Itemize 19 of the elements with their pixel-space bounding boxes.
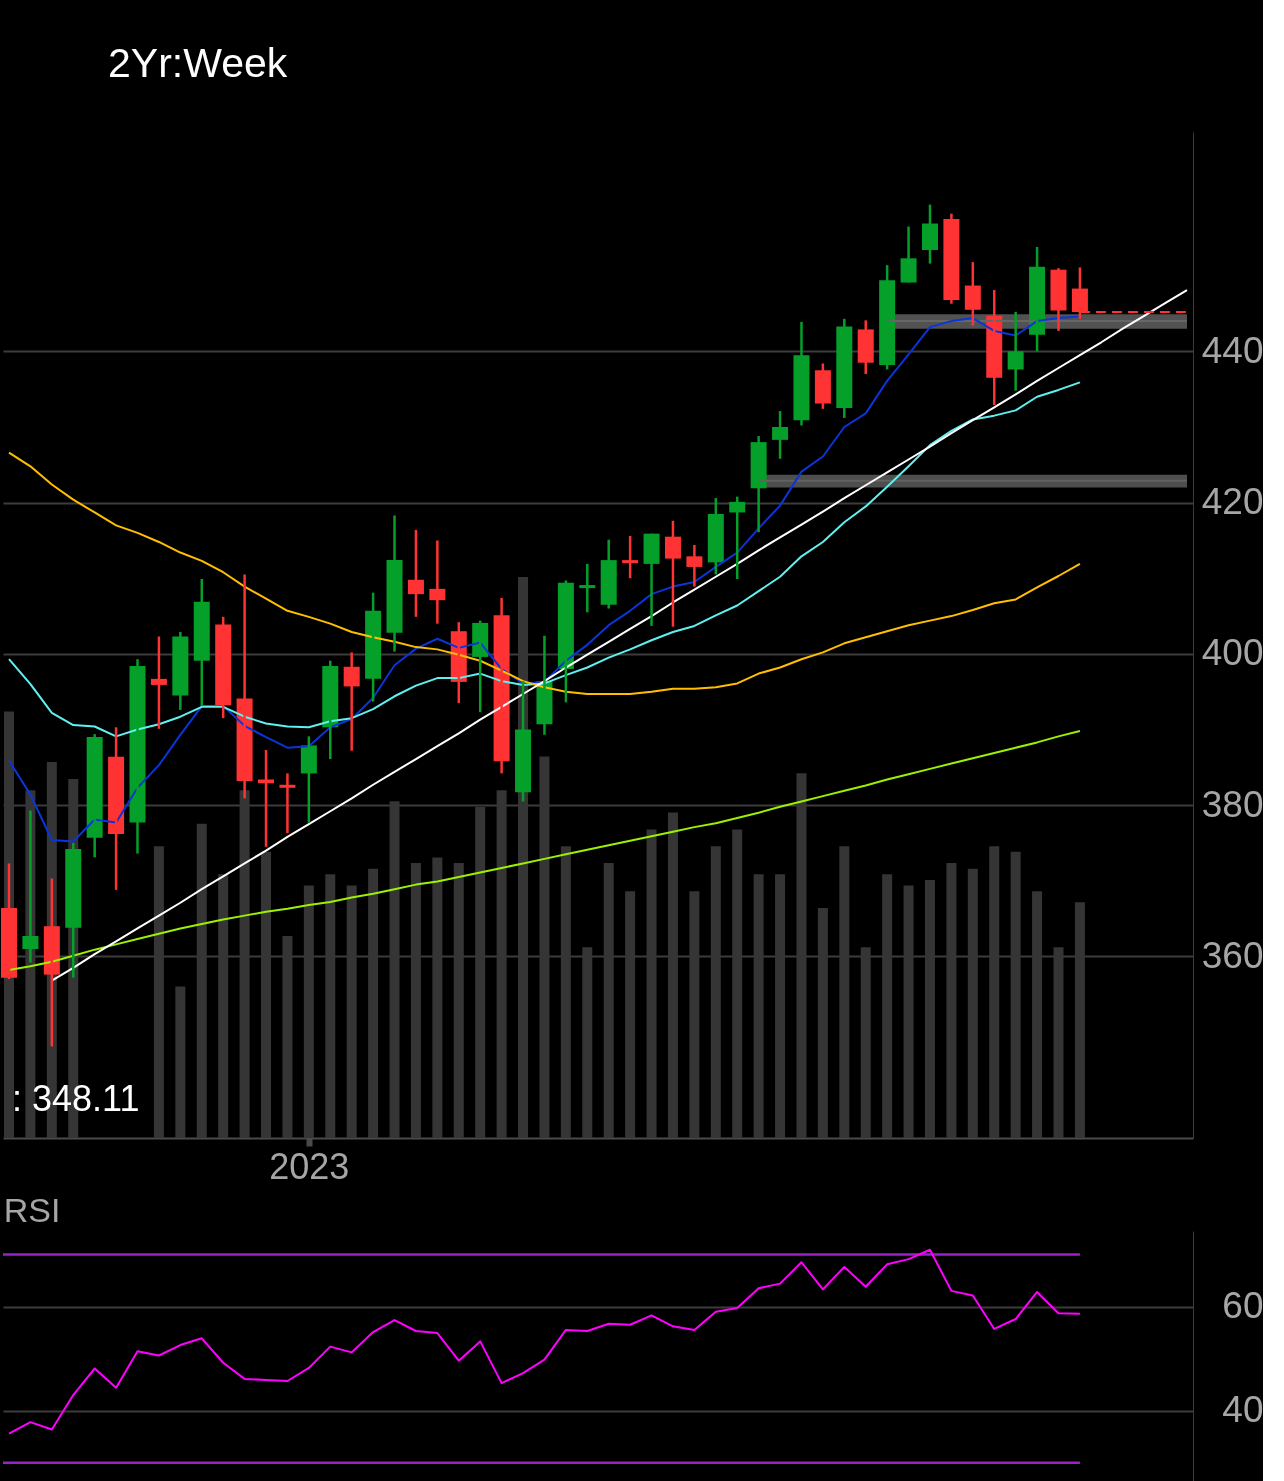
annotation: : 348.11	[12, 1078, 140, 1119]
bar	[175, 986, 186, 1138]
line-series	[8, 1248, 1081, 1435]
line-series	[50, 289, 1188, 982]
chart-title: 2Yr:Week	[108, 40, 288, 86]
candlestick	[258, 748, 275, 849]
y-tick-label: 380	[1201, 783, 1264, 825]
y-tick-label: 60	[1222, 1285, 1264, 1327]
x-tick-label: 2023	[269, 1145, 350, 1187]
y-tick-label: 440	[1201, 329, 1264, 371]
line-series	[8, 381, 1081, 738]
y-tick-label: 360	[1201, 934, 1264, 976]
line-series	[8, 451, 1081, 695]
y-tick-label: 40	[1222, 1389, 1264, 1431]
y-tick-label: 420	[1201, 481, 1264, 523]
chart-title: RSI	[3, 1191, 61, 1229]
line-series	[8, 315, 1081, 843]
line-series	[8, 730, 1081, 972]
y-tick-label: 400	[1201, 632, 1264, 674]
